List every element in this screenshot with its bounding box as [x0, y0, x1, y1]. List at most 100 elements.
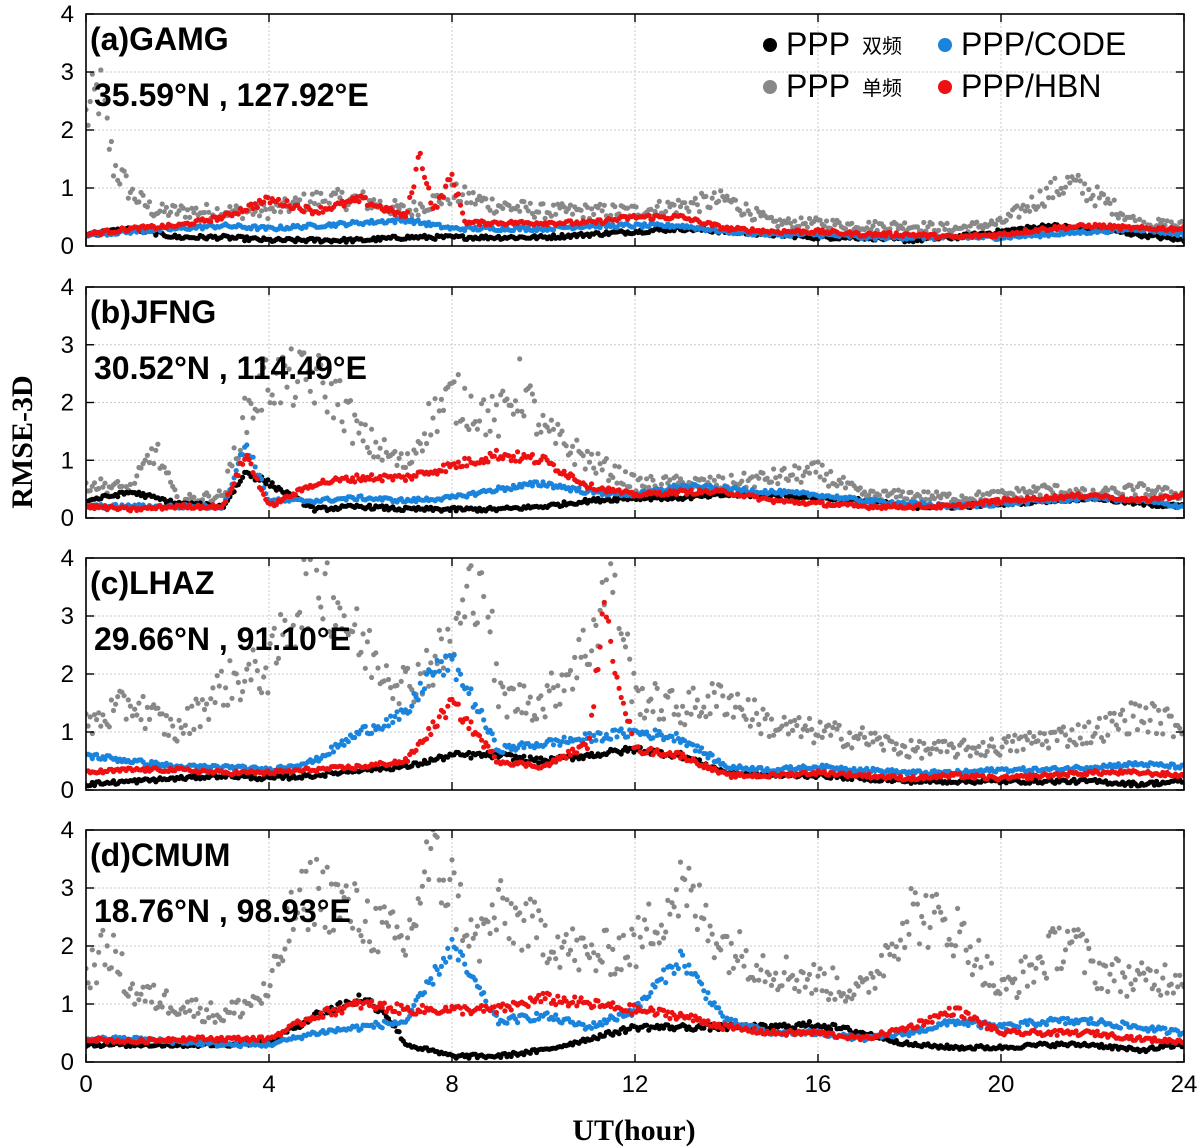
data-point — [445, 626, 451, 632]
data-point — [303, 376, 309, 383]
data-point — [500, 684, 506, 690]
data-point — [751, 697, 758, 703]
data-point — [297, 197, 303, 203]
data-point — [1092, 203, 1098, 209]
data-point — [586, 459, 593, 465]
data-point — [538, 429, 544, 435]
data-point — [908, 489, 914, 495]
data-point — [136, 199, 142, 205]
data-point — [227, 658, 233, 664]
data-point — [1160, 217, 1166, 223]
y-tick-label: 1 — [61, 175, 74, 202]
data-point — [1079, 741, 1086, 747]
data-point — [648, 473, 654, 479]
data-point — [358, 478, 364, 484]
data-point — [282, 617, 288, 624]
data-point — [457, 198, 464, 205]
data-point — [654, 203, 660, 209]
data-point — [876, 492, 883, 498]
data-point — [570, 473, 576, 479]
data-point — [288, 346, 294, 352]
data-point — [735, 691, 741, 697]
data-point — [578, 207, 584, 213]
data-point — [440, 194, 447, 200]
data-point — [267, 200, 273, 206]
data-point — [1031, 484, 1037, 490]
data-point — [184, 705, 191, 711]
data-point — [256, 686, 263, 692]
data-point — [612, 463, 618, 469]
data-point — [561, 688, 567, 694]
data-point — [991, 744, 997, 750]
data-point — [263, 357, 269, 363]
data-point — [472, 201, 478, 207]
data-point — [944, 220, 950, 226]
data-point — [330, 595, 337, 601]
data-point — [273, 501, 279, 508]
data-point — [87, 488, 93, 494]
data-point — [438, 396, 444, 402]
data-point — [610, 589, 616, 596]
data-point — [214, 493, 220, 499]
data-point — [1031, 733, 1037, 740]
data-point — [582, 466, 588, 472]
data-point — [1090, 192, 1096, 198]
data-point — [540, 706, 546, 712]
data-point — [631, 472, 637, 478]
data-point — [802, 220, 808, 226]
data-point — [491, 677, 497, 684]
data-point — [455, 459, 461, 465]
data-point — [106, 724, 112, 730]
data-point — [870, 223, 876, 229]
data-point — [883, 488, 889, 494]
data-point — [648, 206, 654, 212]
data-point — [453, 465, 459, 471]
data-point — [622, 469, 629, 475]
data-point — [466, 456, 472, 462]
data-point — [485, 614, 491, 620]
data-point — [815, 459, 821, 465]
data-point — [250, 454, 256, 460]
data-point — [447, 177, 453, 183]
data-point — [216, 488, 222, 494]
data-point — [430, 415, 436, 421]
data-point — [529, 483, 536, 489]
data-point — [555, 421, 561, 427]
data-point — [305, 369, 311, 375]
data-point — [468, 200, 474, 206]
data-point — [1024, 737, 1030, 743]
data-point — [986, 743, 993, 749]
data-point — [766, 733, 772, 740]
data-point — [857, 485, 863, 491]
data-point — [796, 223, 802, 229]
data-point — [259, 407, 265, 413]
data-point — [599, 208, 605, 214]
data-point — [747, 723, 753, 729]
data-point — [165, 732, 172, 739]
data-point — [817, 217, 823, 223]
data-point — [1103, 200, 1109, 206]
data-point — [817, 719, 823, 725]
data-point — [927, 496, 933, 503]
data-point — [229, 485, 235, 491]
data-point — [273, 660, 279, 666]
data-point — [115, 478, 121, 485]
data-point — [127, 481, 133, 487]
data-point — [1153, 730, 1160, 737]
data-point — [1035, 204, 1041, 210]
data-point — [794, 476, 800, 482]
data-point — [178, 725, 184, 731]
data-point — [938, 495, 944, 501]
data-point — [830, 217, 836, 223]
data-point — [1007, 748, 1014, 754]
data-point — [161, 464, 167, 470]
data-point — [881, 224, 887, 230]
data-point — [914, 224, 921, 230]
data-point — [1092, 730, 1098, 737]
data-point — [1141, 482, 1147, 488]
data-point — [125, 697, 131, 703]
data-point — [764, 475, 770, 481]
data-point — [608, 561, 614, 567]
data-point — [134, 712, 140, 718]
data-point — [364, 639, 370, 645]
